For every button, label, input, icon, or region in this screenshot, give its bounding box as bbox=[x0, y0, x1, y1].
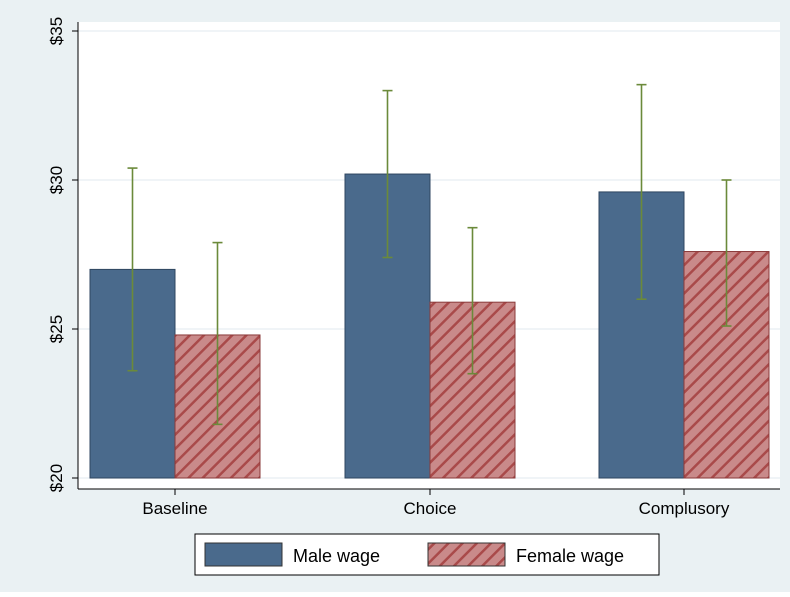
x-axis-ticks: Baseline Choice Complusory bbox=[142, 489, 730, 518]
y-tick-label: $35 bbox=[47, 17, 66, 45]
x-tick-label: Baseline bbox=[142, 499, 207, 518]
legend-swatch-female-wage bbox=[427, 542, 506, 567]
y-tick-label: $20 bbox=[47, 464, 66, 492]
x-tick-label: Choice bbox=[404, 499, 457, 518]
legend: Male wage Female wage bbox=[194, 533, 660, 576]
legend-swatch-male-wage bbox=[204, 542, 283, 567]
x-tick-label: Complusory bbox=[639, 499, 730, 518]
bar-male-choice bbox=[344, 173, 431, 479]
y-tick-label: $30 bbox=[47, 166, 66, 194]
error-bars bbox=[127, 83, 732, 426]
y-axis-ticks: $20 $25 $30 $35 bbox=[47, 17, 78, 492]
legend-label-male-wage: Male wage bbox=[293, 546, 380, 566]
y-tick-label: $25 bbox=[47, 315, 66, 343]
legend-label-female-wage: Female wage bbox=[516, 546, 624, 566]
